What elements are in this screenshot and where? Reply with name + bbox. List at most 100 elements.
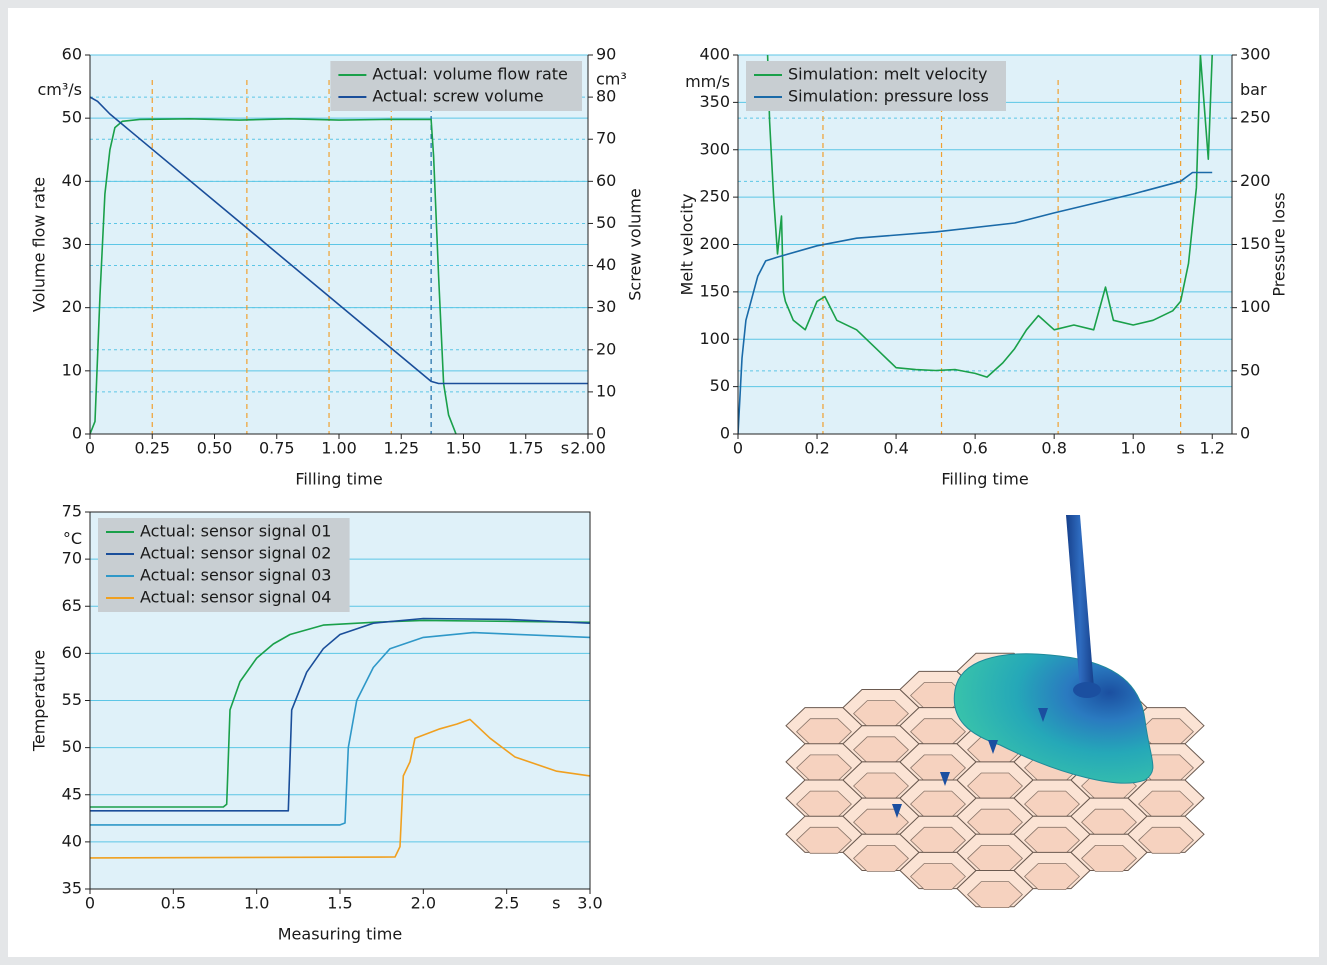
y-tick-label: 30 <box>62 234 82 253</box>
x-tick-label: 0.5 <box>161 894 186 913</box>
y-tick-label: 300 <box>699 139 730 158</box>
x-tick-label: 0.75 <box>259 439 295 458</box>
sensor <box>940 772 950 786</box>
legend-box <box>746 61 1006 111</box>
y2-tick-label: 100 <box>1240 297 1271 316</box>
y2-tick-label: 50 <box>596 213 616 232</box>
y2-tick-label: 20 <box>596 339 616 358</box>
y-tick-label: 75 <box>62 502 82 521</box>
y2-tick-label: 40 <box>596 255 616 274</box>
legend-label: Simulation: melt velocity <box>788 65 987 84</box>
y-tick-label: 0 <box>72 424 82 443</box>
series-line <box>90 631 590 826</box>
y2-tick-label: 10 <box>596 381 616 400</box>
hex-cell-inner <box>967 881 1023 908</box>
x-tick-label: 2.0 <box>411 894 436 913</box>
y-tick-label: 100 <box>699 329 730 348</box>
y2-unit: cm³ <box>596 70 627 89</box>
x-tick-label: 0.2 <box>804 439 829 458</box>
x-unit: s <box>1177 439 1185 458</box>
y-tick-label: 250 <box>699 187 730 206</box>
hex-cell-inner <box>910 863 966 890</box>
y-tick-label: 40 <box>62 831 82 850</box>
y-unit: °C <box>63 529 82 548</box>
sensor <box>1038 708 1048 722</box>
x-axis-label: Filling time <box>941 470 1028 489</box>
y-axis-label: Melt velocity <box>678 194 697 296</box>
y-tick-label: 65 <box>62 596 82 615</box>
x-tick-label: 0.25 <box>134 439 170 458</box>
melt-front <box>953 653 1154 784</box>
y-axis-label: Volume flow rate <box>30 177 49 312</box>
legend-label: Actual: screw volume <box>372 87 543 106</box>
sensor <box>892 804 902 818</box>
hex-cell-inner <box>796 826 852 854</box>
legend-label: Actual: volume flow rate <box>372 65 568 84</box>
chart: 0 10 20 30 40 50 60 0 10 20 30 40 50 60 70 80 90 0 0.25 0.5… <box>30 45 645 489</box>
y-tick-label: 40 <box>62 171 82 190</box>
y2-tick-label: 200 <box>1240 171 1271 190</box>
x-axis-label: Measuring time <box>278 925 402 944</box>
series-line <box>90 96 588 385</box>
y2-tick-label: 300 <box>1240 45 1271 64</box>
x-tick-label: 1.5 <box>327 894 352 913</box>
mold-illustration <box>785 515 1205 908</box>
y2-tick-label: 0 <box>1240 424 1250 443</box>
y-tick-label: 10 <box>62 360 82 379</box>
y2-unit: bar <box>1240 80 1267 99</box>
x-tick-label: 1.0 <box>1120 439 1145 458</box>
x-tick-label: 1.50 <box>446 439 482 458</box>
y-tick-label: 400 <box>699 45 730 64</box>
legend-label: Actual: sensor signal 04 <box>140 588 331 607</box>
chart: 0 50 100 150 200 250 300 350 400 0 50 100 150 200 250 3… <box>678 45 1289 489</box>
y-tick-label: 60 <box>62 643 82 662</box>
x-tick-label: 0.6 <box>962 439 987 458</box>
y-tick-label: 55 <box>62 690 82 709</box>
y-tick-label: 70 <box>62 549 82 568</box>
y2-tick-label: 90 <box>596 45 616 64</box>
y2-tick-label: 0 <box>596 424 606 443</box>
y-tick-label: 50 <box>710 376 730 395</box>
x-tick-label: 0.50 <box>197 439 233 458</box>
legend-label: Actual: sensor signal 02 <box>140 544 331 563</box>
y2-axis-label: Pressure loss <box>1270 192 1289 296</box>
gate <box>1073 682 1101 698</box>
x-tick-label: 1.75 <box>508 439 544 458</box>
y-tick-label: 50 <box>62 108 82 127</box>
y-axis-label: Temperature <box>30 650 49 752</box>
series-line <box>90 617 590 812</box>
x-tick-label: 3.0 <box>577 894 602 913</box>
y2-tick-label: 60 <box>596 171 616 190</box>
x-tick-label: 1.25 <box>383 439 419 458</box>
x-tick-label: 1.0 <box>244 894 269 913</box>
y-tick-label: 150 <box>699 281 730 300</box>
x-tick-label: 0 <box>85 894 95 913</box>
legend-label: Simulation: pressure loss <box>788 87 989 106</box>
series-line <box>90 118 457 434</box>
plot-border <box>89 511 591 890</box>
y2-tick-label: 250 <box>1240 108 1271 127</box>
y2-tick-label: 80 <box>596 87 616 106</box>
rod <box>1066 515 1094 690</box>
legend-box <box>98 518 350 612</box>
hex-cell-inner <box>1138 826 1194 854</box>
legend-label: Actual: sensor signal 01 <box>140 522 331 541</box>
x-axis-label: Filling time <box>295 470 382 489</box>
y-tick-label: 0 <box>720 424 730 443</box>
y2-tick-label: 150 <box>1240 234 1271 253</box>
x-tick-label: 2.5 <box>494 894 519 913</box>
x-tick-label: 0 <box>733 439 743 458</box>
hex-cell-inner <box>1024 863 1080 890</box>
series-line <box>90 718 590 859</box>
y2-tick-label: 30 <box>596 297 616 316</box>
x-unit: s <box>552 894 560 913</box>
y-tick-label: 50 <box>62 737 82 756</box>
x-tick-label: 1.2 <box>1200 439 1225 458</box>
legend-label: Actual: sensor signal 03 <box>140 566 331 585</box>
series-line <box>766 55 1213 378</box>
chart: 35 40 45 50 55 60 65 70 75 0 0.5 1.0 1.5 2.0 2.5 3.0 s °C… <box>30 502 603 944</box>
hex-cell-inner <box>853 845 909 872</box>
y2-tick-label: 50 <box>1240 360 1260 379</box>
y-tick-label: 200 <box>699 234 730 253</box>
